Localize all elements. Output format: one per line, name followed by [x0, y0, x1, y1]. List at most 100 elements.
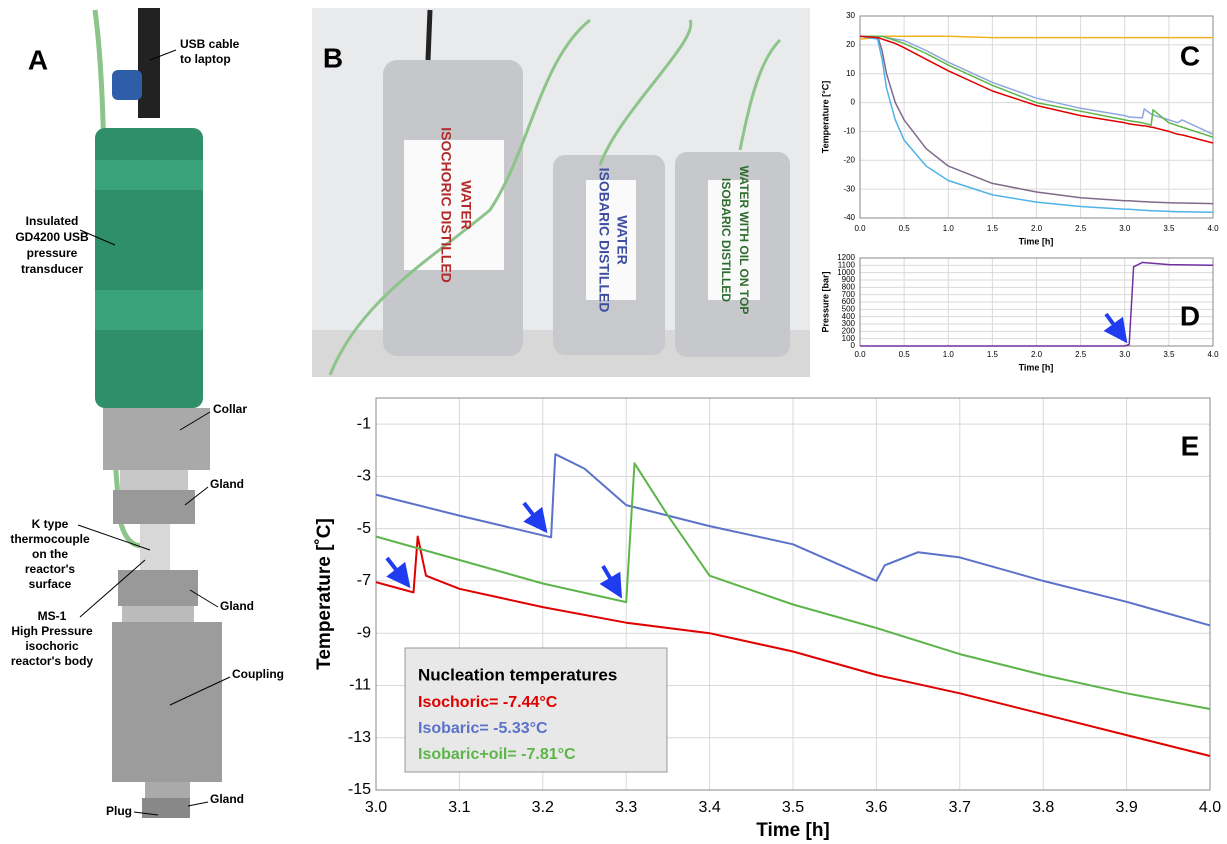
y-tick-label: -11 [349, 677, 371, 694]
x-tick-label: 4.0 [1207, 224, 1219, 233]
y-tick-label: -13 [348, 729, 371, 746]
y-tick-label: 30 [846, 11, 855, 20]
y-tick-label: -20 [843, 155, 855, 164]
series-line [859, 35, 1214, 144]
series-line [860, 35, 1214, 138]
x-axis-label: Time [h] [1019, 236, 1054, 246]
y-tick-label: -10 [843, 127, 855, 136]
x-tick-label: 3.0 [365, 799, 387, 816]
annotation: Gland [210, 477, 244, 491]
y-tick-label: 900 [842, 275, 856, 284]
y-tick-label: 600 [842, 297, 856, 306]
x-tick-label: 3.1 [448, 799, 470, 816]
x-axis-label: Time [h] [756, 820, 830, 841]
y-tick-label: 400 [842, 312, 856, 321]
y-tick-label: 1100 [838, 260, 856, 269]
y-tick-label: 1000 [837, 268, 855, 277]
y-tick-label: 100 [842, 334, 856, 343]
x-tick-label: 0.0 [854, 224, 866, 233]
series-line [860, 261, 1214, 347]
y-tick-label: 10 [846, 69, 855, 78]
annotation: Collar [213, 402, 247, 416]
plot-frame [375, 397, 1211, 791]
annotation: thermocouple [10, 532, 90, 546]
annotation: Coupling [232, 667, 284, 681]
annotation: GD4200 USB [15, 230, 89, 244]
y-tick-label: -7 [357, 572, 371, 589]
series-line [375, 462, 1211, 710]
bottle-label: ISOBARIC DISTILLED [719, 178, 733, 302]
panel-label: D [1180, 300, 1200, 331]
y-tick-label: -3 [357, 468, 371, 485]
x-tick-label: 3.5 [782, 799, 804, 816]
annotation: Plug [106, 804, 132, 818]
x-axis-label: Time [h] [1019, 362, 1054, 372]
y-tick-label: 500 [842, 304, 856, 313]
annotation: Gland [220, 599, 254, 613]
x-tick-label: 3.6 [865, 799, 887, 816]
x-tick-label: 2.5 [1075, 224, 1087, 233]
annotation: reactor's [25, 562, 76, 576]
annotation: USB cable [180, 37, 240, 51]
x-tick-label: 3.8 [1032, 799, 1054, 816]
y-axis-label: Pressure [bar] [820, 271, 830, 332]
x-tick-label: 3.2 [532, 799, 554, 816]
x-tick-label: 3.0 [1119, 224, 1131, 233]
y-tick-label: -1 [357, 415, 371, 432]
annotation: reactor's body [11, 654, 94, 668]
bottle-label: WATER [458, 180, 474, 230]
annotation: isochoric [25, 639, 79, 653]
y-tick-label: -40 [843, 213, 855, 222]
y-tick-label: -9 [357, 624, 371, 641]
plot-frame [859, 15, 1214, 219]
x-tick-label: 3.0 [1119, 350, 1131, 359]
x-tick-label: 3.9 [1115, 799, 1137, 816]
x-tick-label: 0.5 [899, 350, 911, 359]
y-tick-label: 20 [846, 40, 855, 49]
panel-label: C [1180, 40, 1200, 71]
annotation: Gland [210, 792, 244, 806]
arrows [385, 312, 1128, 599]
series-line [375, 453, 1211, 627]
annotation: transducer [21, 262, 83, 276]
y-axis-label: Temperature [˚C] [314, 518, 335, 670]
y-tick-label: 0 [851, 98, 856, 107]
x-tick-label: 3.5 [1163, 224, 1175, 233]
x-tick-label: 2.5 [1075, 350, 1087, 359]
x-tick-label: 3.7 [949, 799, 971, 816]
y-tick-label: -15 [348, 781, 371, 798]
legend-box [404, 647, 668, 773]
y-tick-label: 200 [842, 326, 856, 335]
bottle-label: WATER WITH OIL ON TOP [737, 166, 751, 315]
annotation: K type [32, 517, 69, 531]
annotation: Insulated [26, 214, 79, 228]
x-tick-label: 1.0 [943, 350, 955, 359]
legend-entry: Isochoric= -7.44°C [418, 694, 558, 711]
x-tick-label: 3.5 [1163, 350, 1175, 359]
legend-title: Nucleation temperatures [418, 665, 617, 684]
x-tick-label: 1.0 [943, 224, 955, 233]
y-tick-label: 700 [842, 290, 856, 299]
x-tick-label: 3.3 [615, 799, 637, 816]
annotation: surface [29, 577, 72, 591]
y-tick-label: 1200 [837, 253, 855, 262]
panel-label: E [1181, 430, 1200, 461]
legend-entry: Isobaric+oil= -7.81°C [418, 746, 576, 763]
annotation: to laptop [180, 52, 231, 66]
series-line [859, 35, 1213, 40]
annotation: MS-1 [38, 609, 67, 623]
annotation: pressure [27, 246, 78, 260]
x-tick-label: 2.0 [1031, 350, 1043, 359]
y-tick-label: 300 [842, 319, 856, 328]
series-line [375, 535, 1211, 757]
bottle-label: ISOCHORIC DISTILLED [438, 127, 454, 283]
series-line [859, 35, 1214, 213]
bottle-label: WATER [614, 215, 630, 265]
x-tick-label: 3.4 [698, 799, 720, 816]
photo-b [312, 8, 810, 377]
x-tick-label: 1.5 [987, 224, 999, 233]
annotations-a: USB cable to laptop Insulated GD4200 USB… [10, 37, 284, 818]
x-tick-label: 4.0 [1207, 350, 1219, 359]
